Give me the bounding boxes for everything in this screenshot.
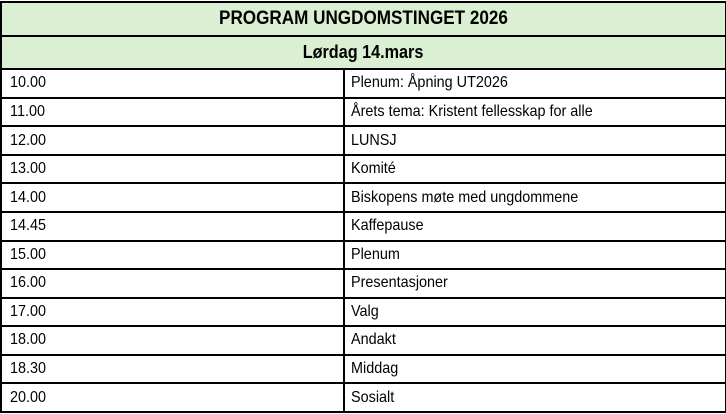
activity-text: Middag bbox=[351, 360, 399, 378]
time-cell: 18.30 bbox=[0, 353, 345, 385]
activity-text: Valg bbox=[351, 302, 379, 320]
table-row: 11.00 Årets tema: Kristent fellesskap for… bbox=[0, 96, 726, 128]
activity-cell: Andakt bbox=[343, 325, 726, 356]
activity-cell: Kaffepause bbox=[343, 210, 726, 242]
time-cell: 13.00 bbox=[0, 153, 345, 185]
table-row: 15.00 Plenum bbox=[0, 239, 726, 271]
activity-cell: Plenum bbox=[343, 239, 726, 271]
time-text: 17.00 bbox=[10, 302, 47, 320]
activity-cell: LUNSJ bbox=[343, 125, 726, 156]
activity-text: Presentasjoner bbox=[351, 274, 448, 292]
table-row: 10.00 Plenum: Åpning UT2026 bbox=[0, 68, 726, 99]
program-subtitle: Lørdag 14.mars bbox=[303, 42, 424, 63]
time-cell: 17.00 bbox=[0, 296, 345, 328]
title-row: PROGRAM UNGDOMSTINGET 2026 bbox=[0, 0, 726, 38]
time-text: 13.00 bbox=[10, 160, 47, 178]
activity-cell: Middag bbox=[343, 353, 726, 385]
table-row: 16.00 Presentasjoner bbox=[0, 268, 726, 299]
activity-text: Biskopens møte med ungdommene bbox=[351, 188, 579, 206]
time-text: 14.00 bbox=[10, 188, 47, 206]
activity-cell: Biskopens møte med ungdommene bbox=[343, 182, 726, 213]
subtitle-row: Lørdag 14.mars bbox=[0, 35, 726, 71]
activity-text: Sosialt bbox=[351, 388, 395, 406]
table-row: 12.00 LUNSJ bbox=[0, 125, 726, 156]
table-row: 18.00 Andakt bbox=[0, 325, 726, 356]
time-text: 18.30 bbox=[10, 360, 47, 378]
time-text: 12.00 bbox=[10, 131, 47, 149]
activity-cell: Presentasjoner bbox=[343, 268, 726, 299]
table-row: 14.45 Kaffepause bbox=[0, 210, 726, 242]
time-text: 14.45 bbox=[10, 217, 47, 235]
activity-text: Andakt bbox=[351, 331, 396, 349]
time-cell: 18.00 bbox=[0, 325, 345, 356]
table-row: 18.30 Middag bbox=[0, 353, 726, 385]
table-row: 20.00 Sosialt bbox=[0, 382, 726, 413]
time-cell: 16.00 bbox=[0, 268, 345, 299]
table-row: 14.00 Biskopens møte med ungdommene bbox=[0, 182, 726, 213]
time-text: 20.00 bbox=[10, 388, 47, 406]
activity-cell: Komité bbox=[343, 153, 726, 185]
activity-text: Plenum bbox=[351, 245, 400, 263]
activity-cell: Sosialt bbox=[343, 382, 726, 413]
time-text: 15.00 bbox=[10, 245, 47, 263]
activity-cell: Valg bbox=[343, 296, 726, 328]
time-cell: 12.00 bbox=[0, 125, 345, 156]
table-row: 13.00 Komité bbox=[0, 153, 726, 185]
time-cell: 10.00 bbox=[0, 68, 345, 99]
time-cell: 20.00 bbox=[0, 382, 345, 413]
time-text: 10.00 bbox=[10, 74, 47, 92]
activity-text: Plenum: Åpning UT2026 bbox=[351, 74, 508, 92]
time-text: 11.00 bbox=[10, 102, 45, 120]
activity-cell: Plenum: Åpning UT2026 bbox=[343, 68, 726, 99]
program-subtitle-cell: Lørdag 14.mars bbox=[0, 35, 726, 71]
time-text: 18.00 bbox=[10, 331, 47, 349]
activity-text: LUNSJ bbox=[351, 131, 397, 149]
activity-text: Kaffepause bbox=[351, 217, 424, 235]
time-cell: 11.00 bbox=[0, 96, 345, 128]
table-row: 17.00 Valg bbox=[0, 296, 726, 328]
program-title: PROGRAM UNGDOMSTINGET 2026 bbox=[219, 8, 508, 30]
activity-text: Komité bbox=[351, 160, 396, 178]
activity-cell: Årets tema: Kristent fellesskap for alle bbox=[343, 96, 726, 128]
time-cell: 14.45 bbox=[0, 210, 345, 242]
time-cell: 15.00 bbox=[0, 239, 345, 271]
time-text: 16.00 bbox=[10, 274, 47, 292]
program-title-cell: PROGRAM UNGDOMSTINGET 2026 bbox=[0, 0, 726, 38]
activity-text: Årets tema: Kristent fellesskap for alle bbox=[351, 102, 593, 120]
time-cell: 14.00 bbox=[0, 182, 345, 213]
